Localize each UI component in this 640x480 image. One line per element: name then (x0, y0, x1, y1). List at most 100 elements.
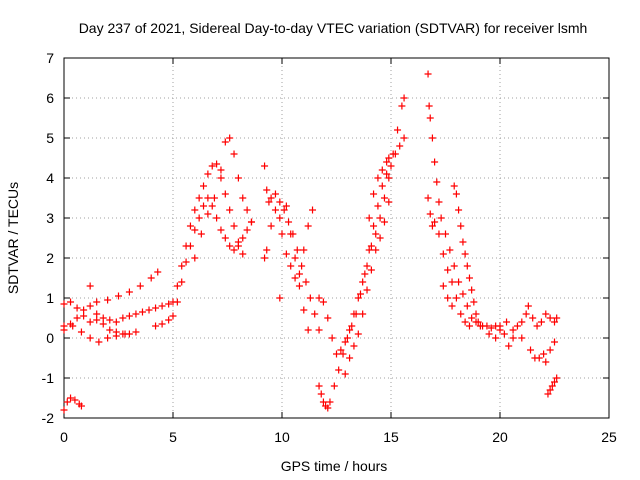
data-point (178, 278, 186, 286)
data-point (376, 214, 384, 222)
data-point (138, 308, 146, 316)
data-point (383, 158, 391, 166)
data-point (217, 226, 225, 234)
data-point (239, 250, 247, 258)
data-point (60, 406, 68, 414)
data-point (309, 206, 317, 214)
data-point (287, 262, 295, 270)
data-point (302, 278, 310, 286)
x-tick-label: 10 (274, 429, 290, 445)
data-point (333, 350, 340, 358)
series-arc-i (341, 154, 393, 378)
data-point (522, 310, 530, 318)
series-arc-c (60, 134, 255, 346)
data-point (346, 354, 354, 362)
data-point (93, 298, 101, 306)
x-tick-label: 5 (169, 429, 177, 445)
data-point (326, 398, 334, 406)
data-point (551, 318, 558, 326)
data-point (442, 230, 449, 238)
data-point (86, 334, 94, 342)
data-point (77, 328, 85, 336)
data-point (239, 234, 247, 242)
data-point (383, 170, 391, 178)
data-point (112, 318, 120, 326)
data-point (330, 382, 338, 390)
data-point (513, 322, 521, 330)
data-point (542, 310, 550, 318)
data-point (485, 330, 493, 338)
data-point (106, 316, 114, 324)
data-point (455, 206, 463, 214)
data-point (60, 326, 68, 334)
data-point (446, 246, 454, 254)
data-point (472, 310, 480, 318)
data-point (69, 322, 77, 330)
data-point (337, 346, 345, 354)
data-point (125, 312, 133, 320)
data-marks (60, 70, 561, 414)
data-point (468, 286, 476, 294)
data-point (546, 346, 554, 354)
data-point (553, 374, 561, 382)
data-point (452, 294, 460, 302)
data-point (152, 304, 160, 312)
data-point (537, 318, 545, 326)
data-point (221, 190, 229, 198)
data-point (424, 70, 432, 78)
y-tick-label: -1 (42, 370, 55, 386)
data-point (86, 282, 94, 290)
data-point (459, 290, 467, 298)
y-tick-label: 4 (46, 170, 54, 186)
data-point (389, 150, 397, 158)
y-tick-label: 2 (46, 250, 54, 266)
data-point (210, 194, 218, 202)
series-arc-m (485, 302, 561, 366)
data-point (304, 222, 312, 230)
data-point (450, 182, 458, 190)
data-point (132, 310, 140, 318)
data-point (226, 242, 234, 250)
data-point (226, 206, 234, 214)
data-point (145, 306, 153, 314)
data-point (372, 246, 380, 254)
data-point (315, 294, 323, 302)
data-point (544, 390, 552, 398)
data-point (546, 314, 554, 322)
series-arc-b (60, 194, 255, 338)
data-point (230, 150, 238, 158)
data-point (492, 334, 500, 342)
data-point (455, 278, 463, 286)
data-point (217, 174, 225, 182)
data-point (311, 310, 319, 318)
data-point (276, 294, 284, 302)
data-point (204, 210, 212, 218)
data-point (213, 214, 221, 222)
data-point (173, 282, 181, 290)
data-point (527, 346, 535, 354)
data-point (267, 194, 275, 202)
data-point (496, 322, 504, 330)
data-point (509, 326, 517, 334)
data-point (147, 274, 155, 282)
data-point (361, 270, 369, 278)
data-point (182, 258, 190, 266)
data-point (287, 230, 295, 238)
data-point (359, 310, 367, 318)
data-point (276, 198, 284, 206)
data-point (73, 304, 81, 312)
data-point (356, 290, 364, 298)
data-point (425, 102, 433, 110)
data-point (104, 334, 112, 342)
data-point (339, 350, 347, 358)
data-point (341, 338, 349, 346)
data-point (378, 166, 386, 174)
data-point (380, 194, 388, 202)
data-point (370, 190, 378, 198)
data-point (293, 246, 301, 254)
data-point (271, 206, 279, 214)
data-point (263, 246, 271, 254)
data-point (450, 262, 458, 270)
data-point (234, 242, 242, 250)
data-point (80, 312, 88, 320)
